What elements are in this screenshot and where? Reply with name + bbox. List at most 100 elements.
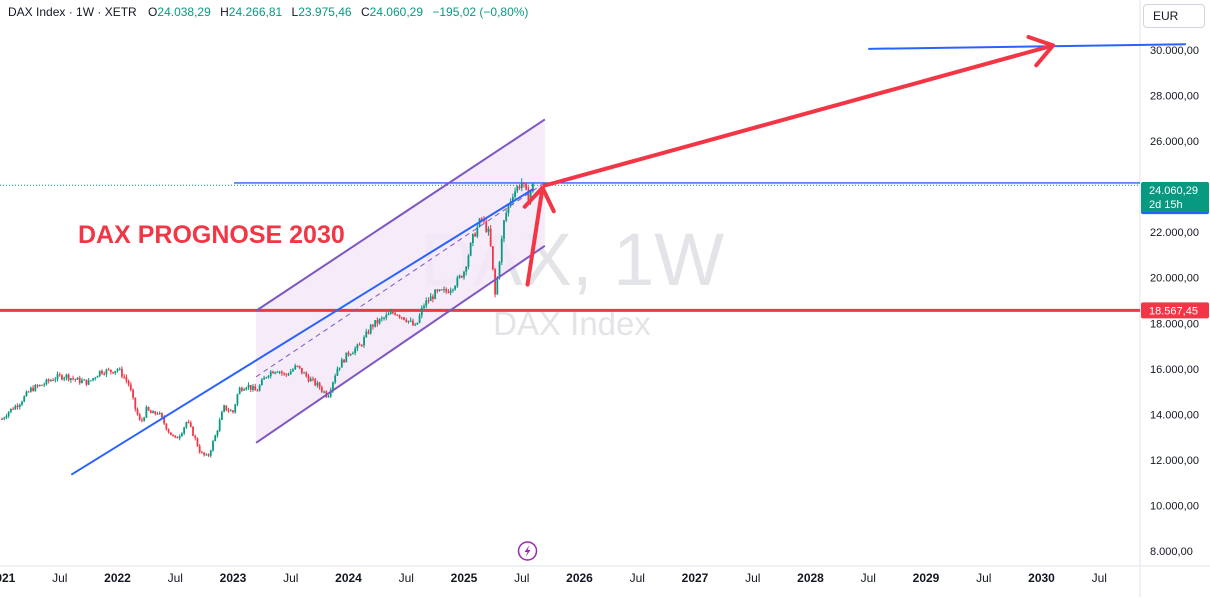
candle-body bbox=[174, 435, 177, 438]
candle-body bbox=[392, 312, 394, 314]
candle-body bbox=[385, 315, 388, 318]
time-tick-label: Jul bbox=[168, 571, 183, 585]
time-tick-label: Jul bbox=[514, 571, 529, 585]
candle-body bbox=[332, 382, 334, 391]
candle-body bbox=[176, 437, 179, 439]
candle-body bbox=[338, 367, 341, 369]
currency-label: EUR bbox=[1153, 9, 1179, 23]
candle-body bbox=[125, 377, 128, 381]
candle-body bbox=[16, 405, 19, 408]
candle-body bbox=[192, 426, 194, 436]
channel-middle-line bbox=[255, 182, 546, 378]
time-tick-label: 2025 bbox=[451, 571, 478, 585]
candle-body bbox=[247, 384, 250, 388]
candle-body bbox=[183, 427, 186, 434]
symbol-legend: DAX Index · 1W · XETR O24.038,29 H24.266… bbox=[8, 5, 528, 19]
candle-body bbox=[252, 386, 254, 390]
channel-lower-line bbox=[255, 245, 546, 444]
time-tick-label: 2024 bbox=[335, 571, 362, 585]
candle-body bbox=[143, 417, 146, 421]
candle-body bbox=[196, 438, 199, 447]
candle-body bbox=[458, 275, 461, 278]
candles-group bbox=[1, 178, 534, 458]
candle-body bbox=[449, 290, 452, 293]
candle-body bbox=[198, 446, 201, 453]
forecast-arrow-head-1 bbox=[1026, 34, 1056, 68]
candle-body bbox=[54, 379, 57, 381]
candle-body bbox=[178, 436, 181, 439]
candle-body bbox=[1, 418, 3, 420]
candle-body bbox=[345, 352, 348, 363]
trend-support-line bbox=[70, 188, 534, 476]
candle-body bbox=[520, 182, 523, 189]
time-tick-label: Jul bbox=[745, 571, 760, 585]
candle-body bbox=[260, 379, 263, 386]
time-tick-label: Jul bbox=[976, 571, 991, 585]
candle-body bbox=[58, 374, 61, 376]
candle-body bbox=[205, 454, 208, 456]
time-tick-label: Jul bbox=[630, 571, 645, 585]
forecast-arrow-line-0 bbox=[525, 185, 545, 287]
candle-body bbox=[476, 226, 479, 237]
candle-body bbox=[136, 409, 139, 415]
candle-body bbox=[376, 320, 379, 324]
candle-body bbox=[141, 419, 143, 421]
candle-body bbox=[465, 266, 468, 272]
currency-button[interactable]: EUR bbox=[1143, 4, 1205, 28]
candle-body bbox=[267, 375, 270, 378]
candle-body bbox=[360, 345, 363, 347]
candle-body bbox=[234, 404, 237, 413]
candle-body bbox=[147, 406, 150, 411]
candle-body bbox=[29, 387, 32, 392]
candle-body bbox=[400, 317, 403, 319]
candle-body bbox=[420, 307, 423, 316]
candle-body bbox=[3, 417, 6, 419]
candle-body bbox=[121, 368, 123, 377]
candle-body bbox=[429, 296, 432, 302]
channel-fill bbox=[256, 119, 545, 443]
candle-body bbox=[498, 262, 501, 278]
candle-body bbox=[203, 452, 206, 455]
candle-body bbox=[352, 353, 354, 355]
candle-body bbox=[116, 369, 119, 371]
candle-body bbox=[389, 312, 392, 315]
candle-body bbox=[340, 359, 343, 368]
candle-body bbox=[7, 411, 10, 417]
candle-body bbox=[329, 390, 332, 397]
candle-body bbox=[363, 337, 365, 346]
time-tick-label: 2029 bbox=[913, 571, 940, 585]
candle-body bbox=[463, 271, 465, 278]
last-price-label-text: 24.060,29 bbox=[1149, 185, 1198, 197]
candle-body bbox=[494, 269, 496, 295]
candle-body bbox=[356, 344, 359, 349]
candle-body bbox=[74, 378, 77, 380]
candle-body bbox=[152, 411, 154, 414]
candle-body bbox=[132, 390, 134, 398]
time-tick-label: Jul bbox=[1092, 571, 1107, 585]
candle-body bbox=[278, 371, 281, 373]
candle-body bbox=[447, 291, 450, 293]
candle-body bbox=[129, 384, 132, 391]
candle-body bbox=[127, 380, 130, 385]
candle-body bbox=[101, 370, 103, 374]
forecast-arrow-line-1 bbox=[542, 43, 1056, 188]
candle-body bbox=[243, 389, 246, 391]
candle-body bbox=[172, 435, 174, 437]
candle-body bbox=[78, 377, 81, 383]
candle-body bbox=[98, 370, 101, 377]
candle-body bbox=[34, 385, 37, 392]
candle-body bbox=[92, 378, 94, 381]
candle-body bbox=[47, 379, 50, 382]
candle-body bbox=[334, 375, 337, 383]
candle-body bbox=[418, 315, 421, 323]
time-tick-label: Jul bbox=[861, 571, 876, 585]
lightning-glyph bbox=[524, 545, 531, 557]
candle-body bbox=[227, 410, 230, 412]
candle-body bbox=[209, 450, 212, 456]
symbol-name[interactable]: DAX Index · 1W · XETR bbox=[8, 5, 137, 19]
candle-body bbox=[289, 371, 292, 375]
candle-body bbox=[156, 413, 159, 415]
price-tick-label: 8.000,00 bbox=[1150, 546, 1193, 558]
